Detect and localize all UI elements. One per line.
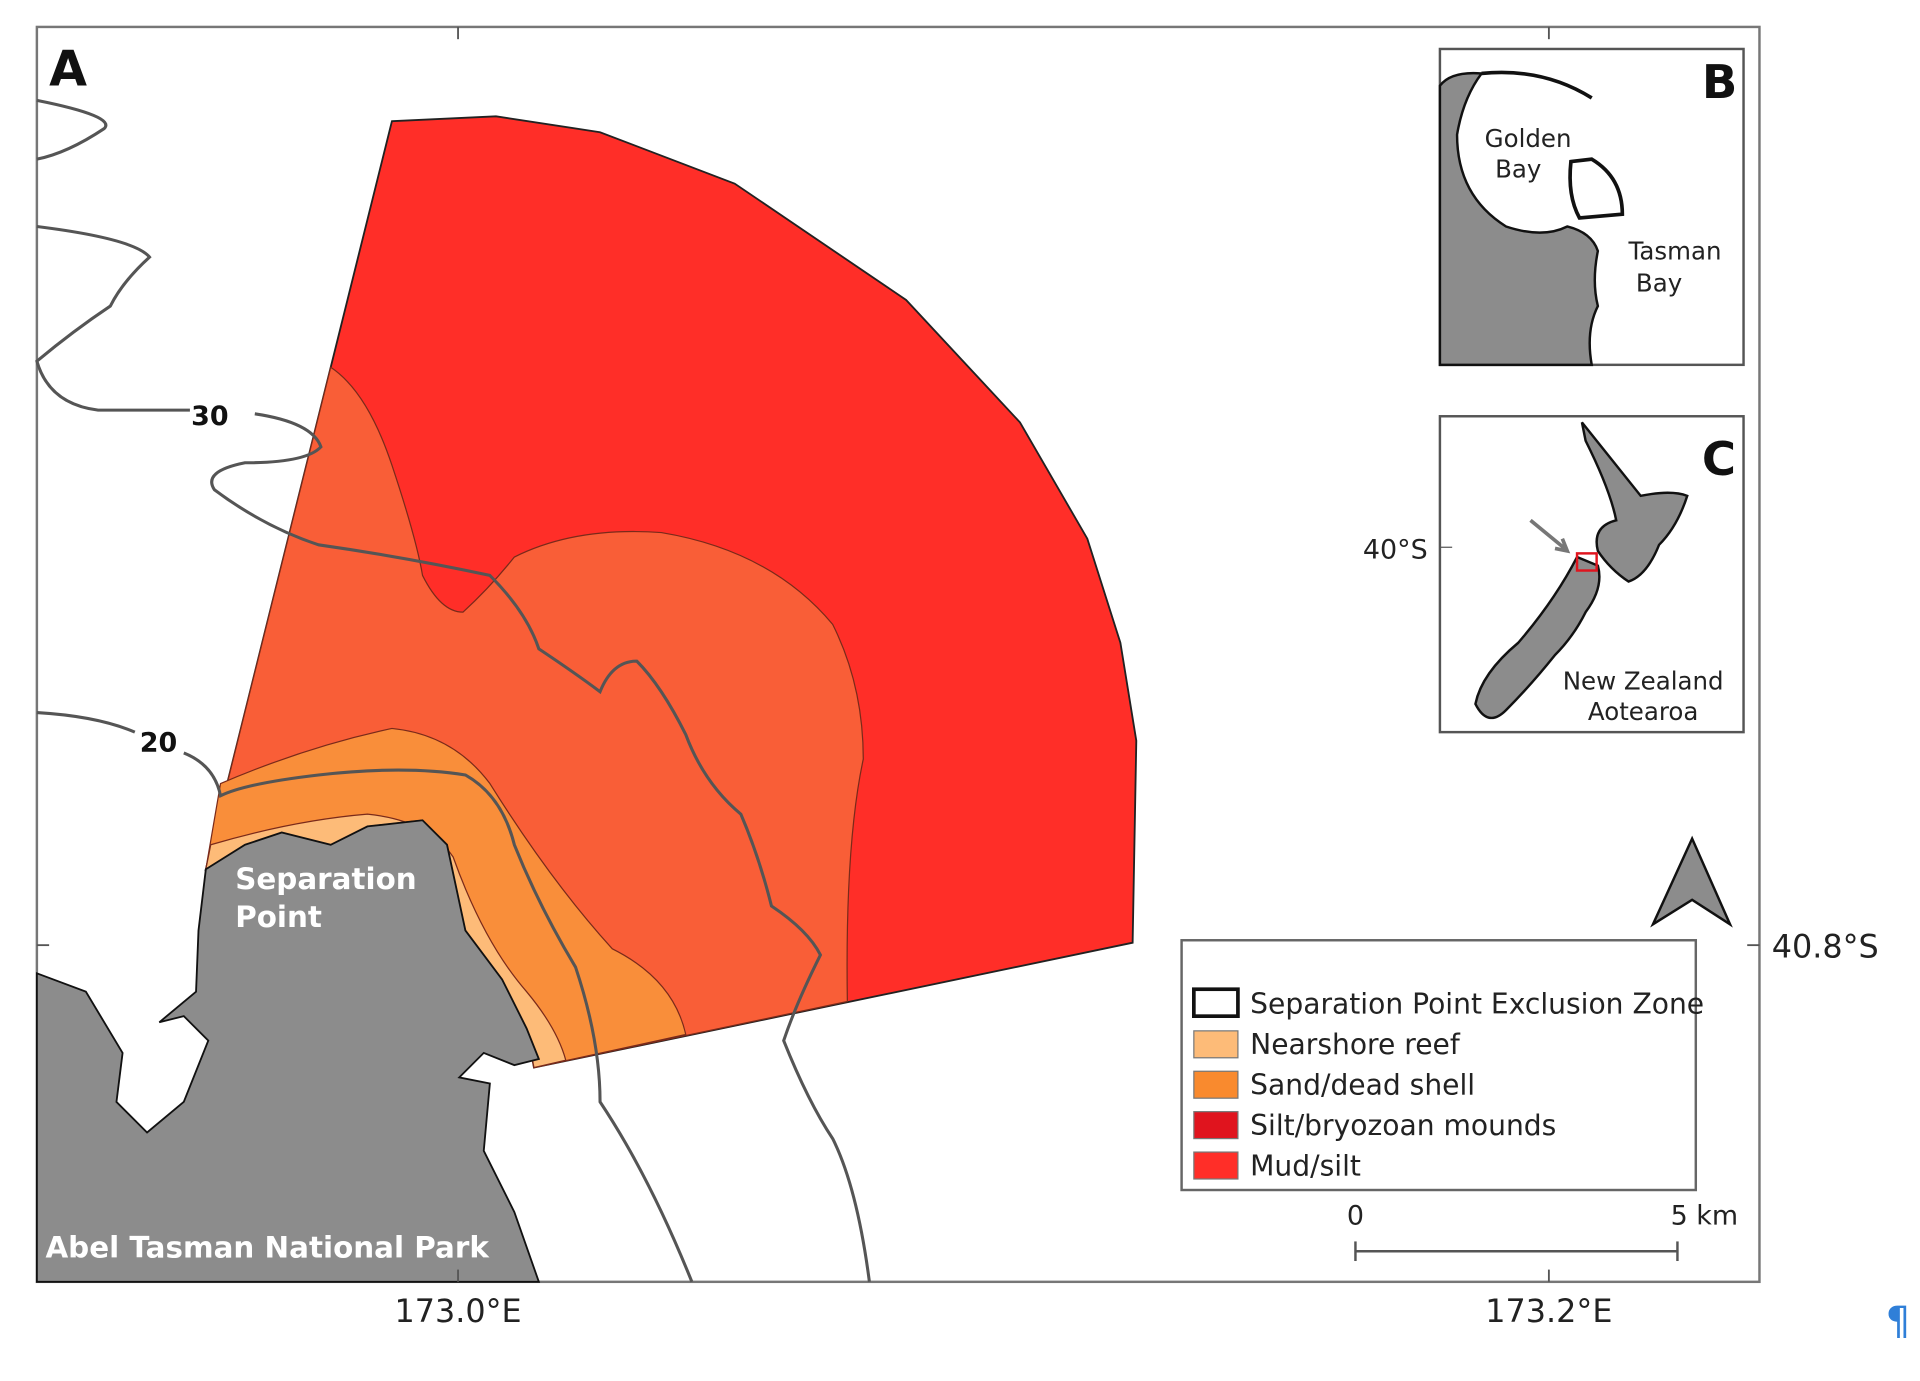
golden-bay-label-2: Bay [1495,155,1541,184]
tasman-bay-label-2: Bay [1636,268,1682,297]
legend-swatch-mud-silt [1193,1151,1239,1180]
legend-label: Silt/bryozoan mounds [1250,1109,1556,1142]
pilcrow-mark: ¶ [1886,1299,1911,1344]
legend-label: Mud/silt [1250,1149,1361,1182]
x-tick-173-0: 173.0°E [394,1292,521,1330]
legend-swatch-exclusion-zone [1192,987,1240,1018]
scale-bar-end: 5 km [1671,1200,1739,1231]
north-arrow-icon [1650,835,1733,928]
separation-point-label: Separation [235,862,416,896]
inset-c: 40°S New Zealand Aotearoa C [1363,415,1745,734]
contour-label-30: 30 [191,401,228,432]
land-area [35,819,541,1283]
arrow-icon [1529,518,1571,554]
legend: Separation Point Exclusion Zone Nearshor… [1180,939,1704,1192]
x-tick-173-2: 173.2°E [1485,1292,1612,1330]
legend-swatch-sand [1193,1070,1239,1099]
contour-label-20: 20 [140,728,177,759]
tasman-bay-label: Tasman [1627,237,1721,266]
golden-bay-label: Golden [1485,124,1572,153]
legend-label: Nearshore reef [1250,1028,1461,1061]
panel-c-letter: C [1702,432,1736,486]
mid-zone-area [204,366,864,1069]
legend-swatch-nearshore-reef [1193,1030,1239,1059]
scale-bar [1354,1241,1679,1262]
scale-bar-start: 0 [1347,1200,1364,1231]
panel-b-letter: B [1702,55,1737,109]
legend-label: Separation Point Exclusion Zone [1250,988,1704,1021]
sand-dead-shell-area [205,727,687,1069]
inset-c-lat-tick: 40°S [1363,534,1428,565]
separation-point-label-2: Point [235,900,322,934]
nz-label: New Zealand [1563,666,1724,695]
inset-b: Golden Bay Tasman Bay B [1438,47,1745,367]
y-tick-40-8: 40.8°S [1772,927,1879,965]
legend-label: Sand/dead shell [1250,1069,1475,1102]
aotearoa-label: Aotearoa [1588,697,1698,726]
panel-a-letter: A [49,41,87,98]
study-area-marker [1575,552,1598,572]
legend-swatch-silt-bryozoan [1193,1111,1239,1140]
park-label: Abel Tasman National Park [45,1230,490,1264]
depth-contours [35,98,871,1283]
